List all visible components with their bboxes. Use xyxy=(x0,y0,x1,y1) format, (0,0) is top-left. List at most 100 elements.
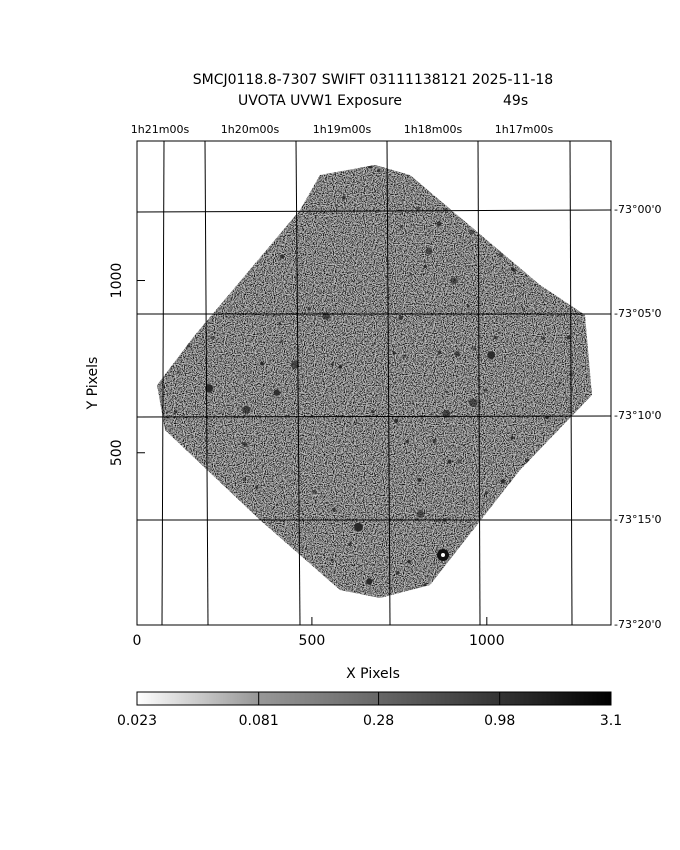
star xyxy=(483,218,488,223)
star xyxy=(171,263,176,268)
top-tick-label: 1h21m00s xyxy=(131,123,190,136)
star xyxy=(450,277,458,285)
star xyxy=(229,255,234,260)
star xyxy=(556,511,559,515)
top-tick-label: 1h20m00s xyxy=(221,123,280,136)
star xyxy=(423,583,427,587)
star xyxy=(510,436,514,440)
star xyxy=(287,216,290,220)
star xyxy=(398,315,403,320)
x-tick-label: 0 xyxy=(133,633,142,649)
star xyxy=(445,390,448,394)
star xyxy=(520,172,523,176)
y-tick-label: 1000 xyxy=(109,263,125,299)
star xyxy=(312,489,317,494)
star xyxy=(177,370,180,374)
star xyxy=(393,418,399,424)
star xyxy=(255,485,259,490)
star xyxy=(399,225,403,229)
star xyxy=(524,458,530,463)
x-tick-label: 500 xyxy=(299,633,326,649)
star xyxy=(416,510,425,518)
star xyxy=(429,186,433,190)
y-axis-label: Y Pixels xyxy=(85,357,101,411)
dec-grid-line xyxy=(136,209,612,213)
star xyxy=(207,192,211,196)
star xyxy=(436,221,442,227)
right-tick-label: -73°15'0 xyxy=(614,513,662,526)
image xyxy=(157,165,592,598)
top-tick-label: 1h18m00s xyxy=(404,123,463,136)
star xyxy=(354,421,358,425)
star xyxy=(486,491,489,495)
star xyxy=(366,578,373,585)
dec-grid-line xyxy=(136,415,612,418)
star xyxy=(330,558,334,562)
star xyxy=(287,175,293,180)
star xyxy=(402,354,407,358)
star xyxy=(580,295,589,303)
colorbar-tick-label: 0.081 xyxy=(239,713,279,729)
star xyxy=(493,335,498,340)
star xyxy=(301,596,306,598)
x-axis-label: X Pixels xyxy=(346,666,400,682)
star xyxy=(509,587,512,591)
star xyxy=(242,405,251,414)
star xyxy=(569,246,573,251)
star xyxy=(417,478,422,482)
bright-star-core xyxy=(441,553,445,557)
star xyxy=(521,542,524,545)
star xyxy=(445,565,449,569)
star xyxy=(405,439,410,444)
colorbar-tick-label: 0.023 xyxy=(117,713,157,729)
chart-title: SMCJ0118.8-7307 SWIFT 03111138121 2025-1… xyxy=(193,72,553,88)
star xyxy=(255,554,259,558)
star xyxy=(288,431,291,434)
star xyxy=(571,281,581,290)
colorbar-tick-label: 3.1 xyxy=(600,713,622,729)
right-tick-label: -73°00'0 xyxy=(614,203,662,216)
top-tick-label: 1h17m00s xyxy=(495,123,554,136)
exposure: 49s xyxy=(503,93,528,109)
plot-frame xyxy=(136,140,612,626)
star xyxy=(304,547,307,551)
star xyxy=(176,460,181,465)
star xyxy=(177,183,181,186)
star xyxy=(483,388,488,392)
star xyxy=(521,308,525,311)
right-tick-label: -73°20'0 xyxy=(614,618,662,631)
ra-grid-line xyxy=(161,140,165,626)
star xyxy=(283,571,287,575)
star xyxy=(243,442,248,447)
star xyxy=(425,247,433,255)
star xyxy=(188,597,191,598)
star xyxy=(157,212,162,217)
star xyxy=(330,362,335,366)
ra-grid-line xyxy=(477,140,481,626)
colorbar-tick-label: 0.98 xyxy=(484,713,515,729)
star xyxy=(469,229,475,235)
star xyxy=(246,192,250,196)
colorbar xyxy=(136,691,612,706)
star xyxy=(174,410,178,414)
star xyxy=(510,267,515,271)
star xyxy=(558,381,561,384)
star xyxy=(466,304,470,308)
star xyxy=(541,266,545,269)
star xyxy=(546,179,550,183)
star xyxy=(354,522,363,532)
star xyxy=(222,567,226,572)
star xyxy=(307,307,311,311)
star xyxy=(335,203,338,206)
star xyxy=(273,445,277,448)
star xyxy=(423,264,427,269)
star xyxy=(223,549,228,554)
star xyxy=(332,507,336,512)
star xyxy=(280,254,285,259)
star xyxy=(238,558,242,562)
y-tick-label: 500 xyxy=(109,439,125,466)
star xyxy=(392,351,396,355)
star xyxy=(215,494,219,498)
star xyxy=(409,272,412,276)
